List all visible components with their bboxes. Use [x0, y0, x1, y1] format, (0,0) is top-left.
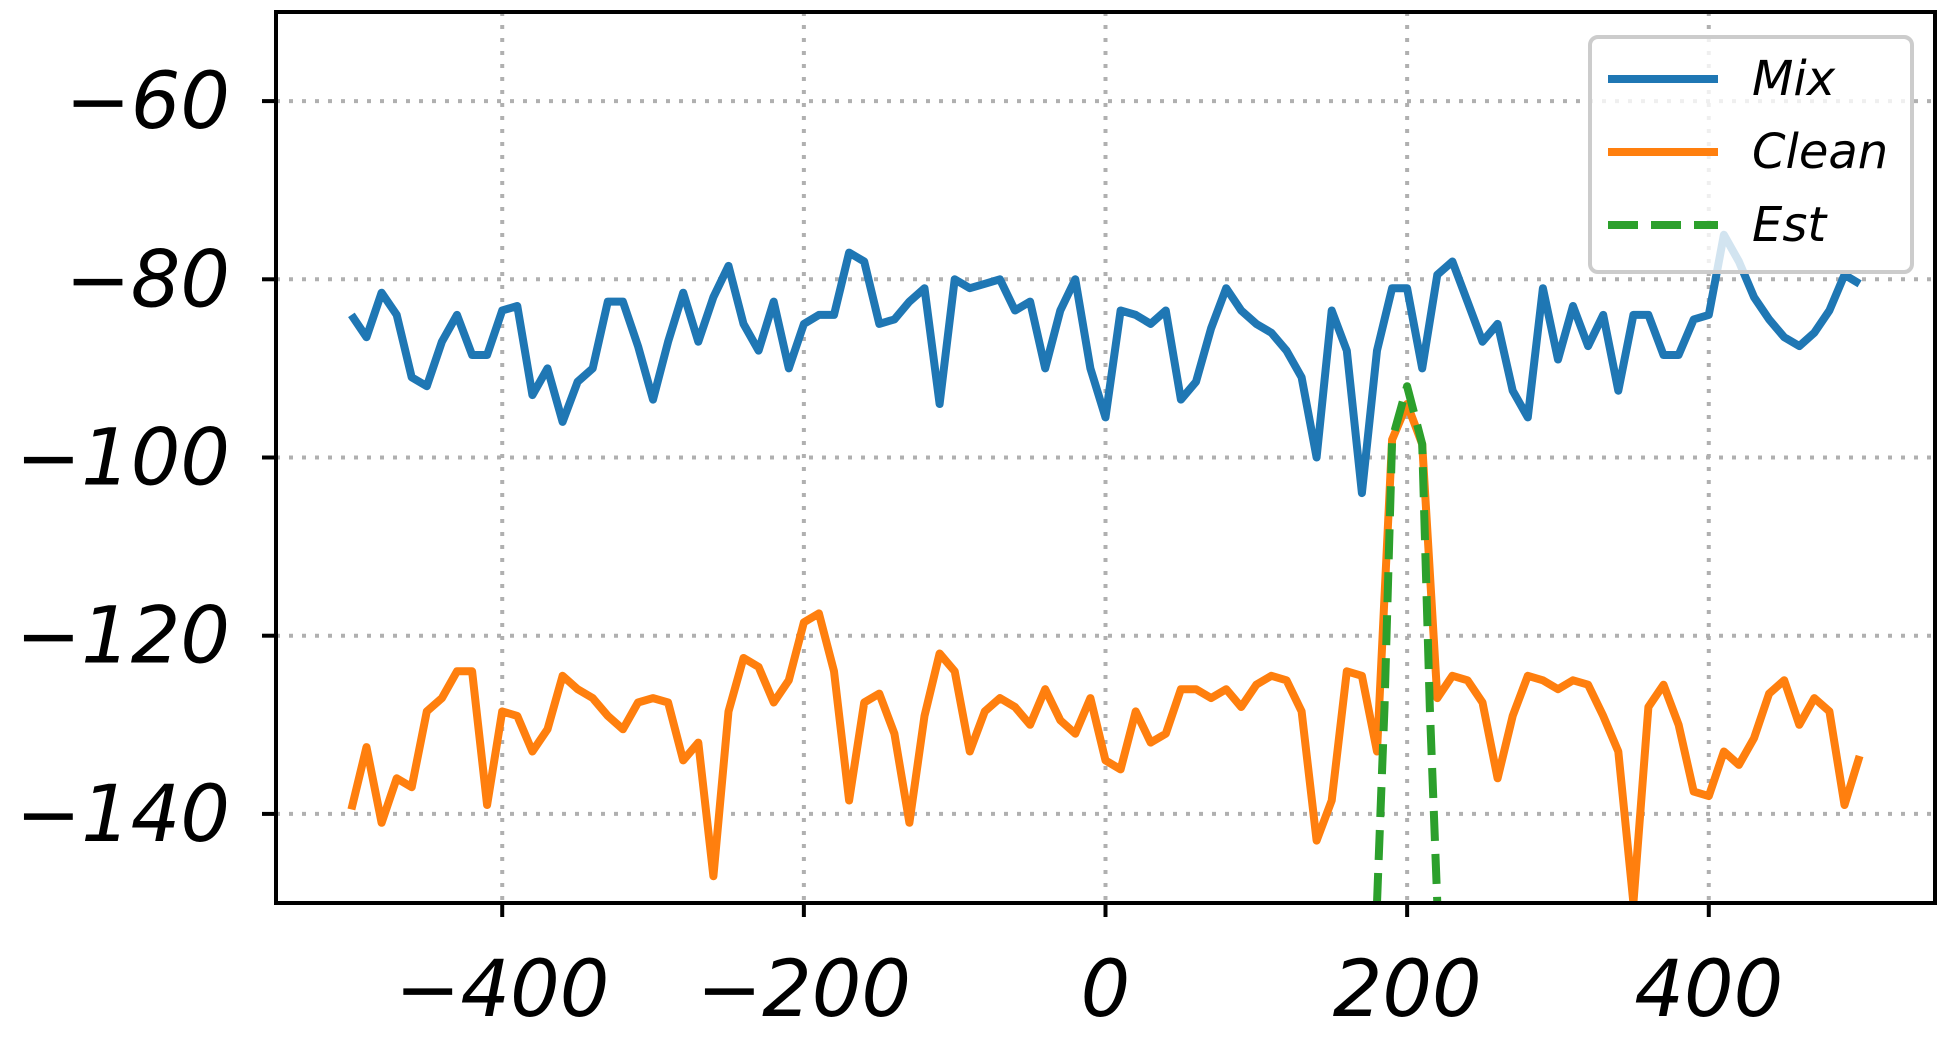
x-tick-label: −400: [395, 945, 609, 1035]
series-line-clean: [347, 400, 1864, 903]
y-tick-label: −60: [65, 57, 230, 147]
x-tick-label: 200: [1333, 945, 1482, 1035]
y-tick-label: −80: [65, 235, 230, 325]
y-tick-label: −140: [16, 770, 230, 860]
legend-box: [1588, 35, 1914, 274]
y-tick-label: −100: [16, 414, 230, 504]
y-tick-label: −120: [16, 592, 230, 682]
series-lines: [347, 230, 1864, 903]
legend-label-mix: Mix: [1752, 51, 1836, 107]
legend-label-clean: Clean: [1752, 124, 1888, 180]
x-tick-label: 0: [1081, 945, 1131, 1035]
x-tick-label: 400: [1634, 945, 1783, 1035]
grid: [276, 12, 1935, 903]
series-line-mix: [348, 230, 1862, 498]
x-tick-label: −200: [697, 945, 911, 1035]
legend-label-est: Est: [1752, 197, 1828, 253]
legend: Mix Clean Est: [1588, 35, 1914, 274]
axis-ticks: −400 −200 0 200 400 −60 −80 −100 −120 −140: [16, 57, 1783, 1035]
series-line-est: [1373, 382, 1442, 903]
